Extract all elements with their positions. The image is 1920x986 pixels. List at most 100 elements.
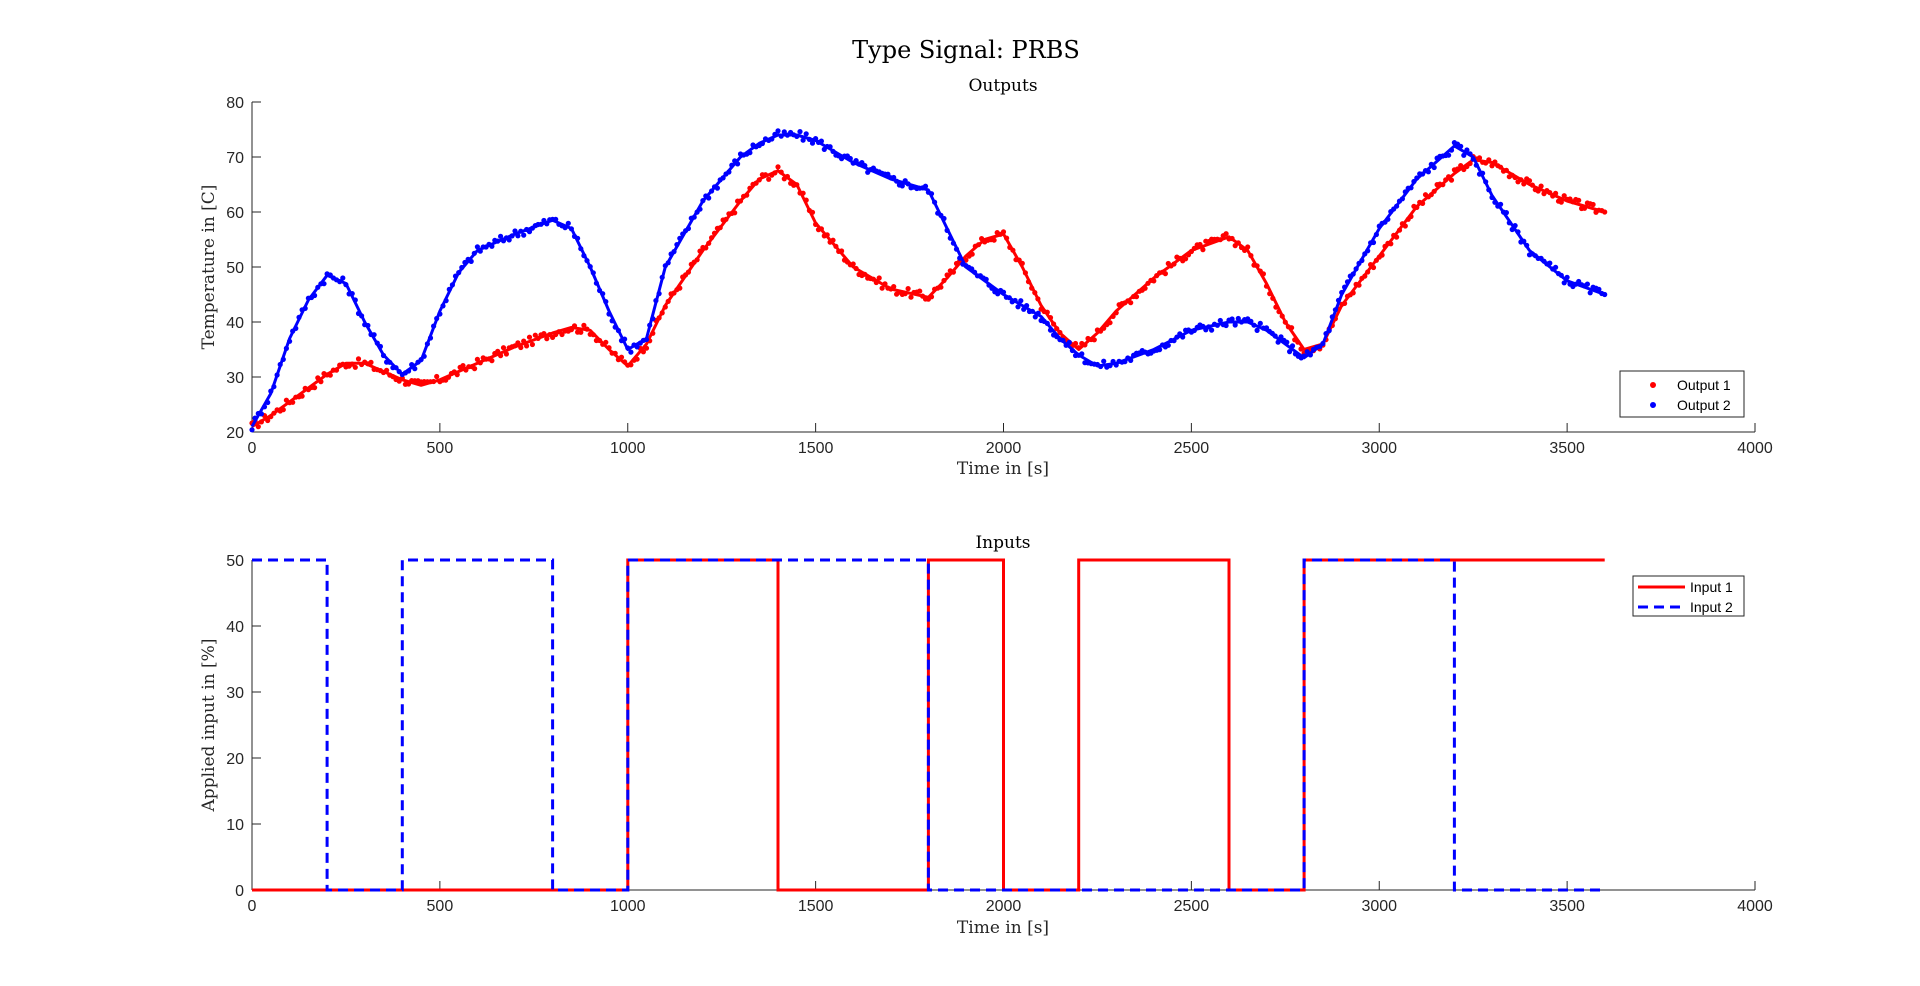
output-2-point bbox=[747, 150, 752, 155]
output-2-point bbox=[954, 247, 959, 252]
outputs-y-axis-label: Temperature in [C] bbox=[199, 185, 219, 350]
output-1-point bbox=[1420, 201, 1425, 206]
output-2-point bbox=[1345, 279, 1350, 284]
output-2-point bbox=[862, 163, 867, 168]
output-1-point bbox=[1045, 310, 1050, 315]
output-1-point bbox=[1029, 286, 1034, 291]
output-2-point bbox=[797, 129, 802, 134]
output-2-point bbox=[1233, 322, 1238, 327]
output-1-point bbox=[1582, 206, 1587, 211]
inputs-axes: Inputs 0 500 1000 1500 2000 2500 3000 3500 4000 … bbox=[199, 533, 1773, 938]
output-1-point bbox=[1518, 177, 1523, 182]
output-1-point bbox=[518, 345, 523, 350]
output-1-point bbox=[1032, 290, 1037, 295]
x-tick-label: 2000 bbox=[986, 898, 1022, 915]
outputs-axes: Outputs 0 500 1000 1500 2000 2500 3000 3500 4000… bbox=[199, 76, 1773, 479]
output-1-point bbox=[635, 357, 640, 362]
output-1-point bbox=[1273, 305, 1278, 310]
output-2-point bbox=[779, 134, 784, 139]
output-2-point bbox=[1513, 223, 1518, 228]
output-1-point bbox=[1276, 309, 1281, 314]
output-1-point bbox=[578, 330, 583, 335]
output-2-point bbox=[271, 384, 276, 389]
output-2-point bbox=[1446, 153, 1451, 158]
output-1-point bbox=[1010, 248, 1015, 253]
output-2-point bbox=[1101, 359, 1106, 364]
output-1-point bbox=[1270, 296, 1275, 301]
x-tick-label: 3500 bbox=[1549, 440, 1585, 457]
output-2-point bbox=[644, 337, 649, 342]
output-2-point bbox=[578, 246, 583, 251]
output-1-point bbox=[1432, 189, 1437, 194]
output-2-point bbox=[726, 169, 731, 174]
output-1-point bbox=[1128, 300, 1133, 305]
output-2-point bbox=[1045, 321, 1050, 326]
output-1-point bbox=[1092, 337, 1097, 342]
output-2-point bbox=[1408, 185, 1413, 190]
output-1-point bbox=[1539, 184, 1544, 189]
x-tick-label: 2500 bbox=[1174, 898, 1210, 915]
output-1-point bbox=[945, 272, 950, 277]
output-1-point bbox=[970, 252, 975, 257]
output-1-point bbox=[718, 225, 723, 230]
output-1-point bbox=[1048, 315, 1053, 320]
output-1-point bbox=[613, 351, 618, 356]
output-2-point bbox=[447, 287, 452, 292]
output-2-point bbox=[584, 258, 589, 263]
output-2-point bbox=[600, 291, 605, 296]
output-1-point bbox=[1004, 236, 1009, 241]
output-2-point bbox=[1486, 187, 1491, 192]
output-2-point bbox=[440, 303, 445, 308]
output-2-point bbox=[262, 404, 267, 409]
output-2-point bbox=[1320, 341, 1325, 346]
output-2-point bbox=[575, 236, 580, 241]
output-1-point bbox=[839, 248, 844, 253]
output-2-point bbox=[1426, 169, 1431, 174]
output-2-point bbox=[293, 326, 298, 331]
output-2-point bbox=[622, 337, 627, 342]
output-1-point bbox=[1477, 155, 1482, 160]
output-1-point bbox=[384, 368, 389, 373]
output-1-point bbox=[1394, 235, 1399, 240]
output-2-point bbox=[1336, 298, 1341, 303]
output-1-point bbox=[1449, 178, 1454, 183]
output-1-point bbox=[256, 424, 261, 429]
output-2-point bbox=[671, 249, 676, 254]
output-2-point bbox=[1098, 364, 1103, 369]
output-1-point bbox=[1365, 269, 1370, 274]
x-tick-label: 3500 bbox=[1549, 898, 1585, 915]
output-1-point bbox=[328, 373, 333, 378]
output-1-point bbox=[1486, 157, 1491, 162]
output-2-point bbox=[610, 318, 615, 323]
output-2-point bbox=[900, 183, 905, 188]
y-tick-label: 60 bbox=[226, 205, 244, 222]
output-2-point bbox=[1180, 334, 1185, 339]
output-2-point bbox=[1079, 351, 1084, 356]
output-1-point bbox=[992, 238, 997, 243]
output-2-point bbox=[478, 249, 483, 254]
output-1-point bbox=[455, 372, 460, 377]
output-2-point bbox=[1588, 290, 1593, 295]
output-1-point bbox=[1163, 271, 1168, 276]
output-1-point bbox=[908, 295, 913, 300]
output-1-point bbox=[619, 355, 624, 360]
output-2-point bbox=[1258, 321, 1263, 326]
output-2-point bbox=[1414, 175, 1419, 180]
y-tick-label: 40 bbox=[226, 315, 244, 332]
output-1-point bbox=[854, 266, 859, 271]
output-1-point bbox=[825, 232, 830, 237]
output-1-point bbox=[891, 284, 896, 289]
inputs-plot-area bbox=[252, 560, 1605, 890]
output-1-point bbox=[906, 286, 911, 291]
output-1-point bbox=[663, 304, 668, 309]
output-1-point bbox=[472, 366, 477, 371]
output-1-point bbox=[504, 351, 509, 356]
output-2-point bbox=[653, 298, 658, 303]
output-2-point bbox=[450, 282, 455, 287]
output-1-point bbox=[521, 339, 526, 344]
output-2-point bbox=[588, 264, 593, 269]
output-1-point bbox=[1255, 263, 1260, 268]
x-tick-label: 1500 bbox=[798, 898, 834, 915]
output-2-point bbox=[253, 416, 258, 421]
output-2-point bbox=[1474, 163, 1479, 168]
